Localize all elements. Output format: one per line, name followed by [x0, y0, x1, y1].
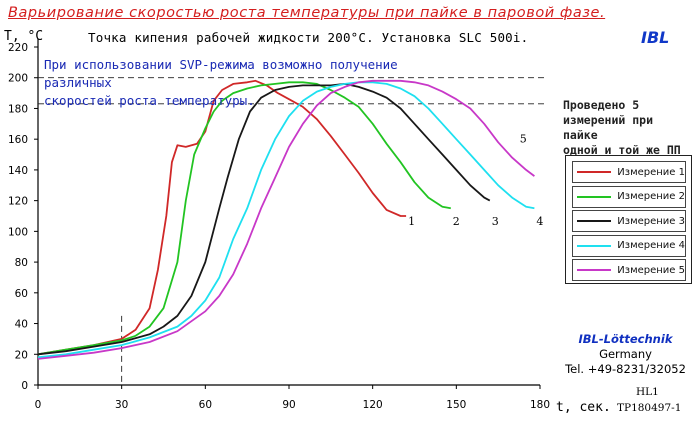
x-tick-label: 90	[282, 399, 295, 411]
side-note-line-2: измерений при пайке	[563, 113, 654, 142]
legend-item-2: Измерение 2	[572, 185, 686, 208]
legend-swatch	[577, 244, 612, 247]
y-tick-label: 80	[15, 257, 28, 269]
note-line-2: скоростей роста температуры.	[44, 93, 255, 108]
series-line-5	[37, 79, 535, 360]
x-tick-label: 180	[530, 399, 550, 411]
note-line-1: При использовании SVP-режима возможно по…	[44, 57, 398, 90]
series-end-label-4: 4	[536, 215, 543, 228]
svp-note: При использовании SVP-режима возможно по…	[44, 56, 454, 110]
series-end-label-3: 3	[492, 215, 499, 228]
legend-label: Измерение 5	[617, 264, 685, 276]
legend-item-3: Измерение 3	[572, 210, 686, 232]
legend-label: Измерение 2	[617, 191, 685, 202]
side-note-line-3: одной и той же ПП	[563, 143, 681, 157]
series-line-3	[37, 83, 491, 356]
x-tick-label: 30	[115, 399, 128, 411]
measurement-note: Проведено 5 измерений при пайке одной и …	[563, 98, 693, 158]
y-tick-label: 60	[15, 288, 28, 300]
y-tick-label: 140	[8, 165, 28, 177]
y-tick-label: 0	[21, 380, 28, 392]
doc-code-hl: HL1	[636, 386, 659, 398]
y-tick-label: 40	[15, 319, 28, 331]
y-tick-label: 100	[8, 226, 28, 238]
legend-swatch	[577, 171, 612, 173]
chart-title: Варьирование скоростью роста температуры…	[8, 5, 606, 21]
company-phone: Tel. +49-8231/32052	[565, 362, 686, 376]
y-tick-label: 160	[8, 134, 28, 146]
y-tick-label: 220	[8, 42, 28, 54]
y-axis-label: T, °C	[4, 29, 44, 44]
x-tick-label: 0	[35, 399, 42, 411]
series-line-4	[37, 81, 535, 359]
y-tick-label: 20	[15, 349, 28, 361]
chart-subtitle: Точка кипения рабочей жидкости 200°C. Ус…	[88, 30, 529, 45]
legend: Измерение 1 Измерение 2 Измерение 3 Измерен…	[565, 155, 692, 284]
side-note-line-1: Проведено 5	[563, 98, 640, 112]
ibl-logo: IBL	[641, 28, 670, 47]
x-tick-label: 150	[446, 399, 466, 411]
legend-swatch	[577, 269, 612, 271]
legend-item-5: Измерение 5	[572, 259, 686, 281]
legend-swatch	[577, 220, 612, 222]
doc-code-tp: TP180497-1	[617, 402, 682, 414]
company-info: IBL-Löttechnik Germany Tel. +49-8231/320…	[553, 332, 698, 377]
y-tick-label: 200	[8, 73, 28, 85]
legend-swatch	[577, 195, 612, 198]
company-country: Germany	[599, 347, 652, 361]
series-line-1	[37, 79, 407, 356]
series-end-label-2: 2	[453, 215, 460, 228]
company-name: IBL-Löttechnik	[578, 332, 673, 346]
legend-item-4: Измерение 4	[572, 234, 686, 257]
series-line-2	[37, 81, 451, 356]
series-end-label-5: 5	[520, 132, 527, 145]
legend-label: Измерение 3	[617, 215, 685, 227]
x-tick-label: 120	[363, 399, 383, 411]
legend-item-1: Измерение 1	[572, 161, 686, 183]
y-tick-label: 120	[8, 196, 28, 208]
series-end-label-1: 1	[408, 215, 415, 228]
legend-label: Измерение 4	[617, 240, 685, 251]
legend-label: Измерение 1	[617, 166, 685, 178]
y-tick-label: 180	[8, 103, 28, 115]
x-tick-label: 60	[199, 399, 212, 411]
x-axis-label: t, сек.	[556, 400, 611, 415]
